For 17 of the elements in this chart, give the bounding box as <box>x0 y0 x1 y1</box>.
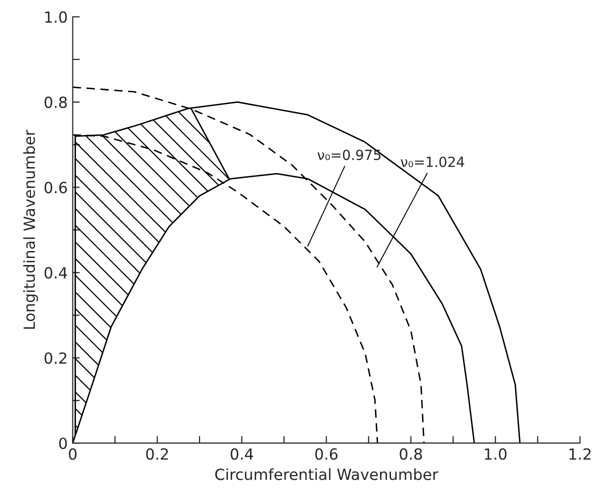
x-tick-label: 1.2 <box>569 448 591 460</box>
y-tick-label: 0.8 <box>44 96 67 108</box>
x-tick-label: 0 <box>68 448 77 460</box>
y-tick-label: 0.2 <box>44 352 66 364</box>
x-tick-label: 0.2 <box>146 448 168 460</box>
annotation: ν₀=1.024 <box>400 156 464 168</box>
y-tick-label: 1.0 <box>45 11 67 23</box>
x-tick-label: 0.8 <box>400 448 422 460</box>
x-tick-label: 1.0 <box>484 448 507 460</box>
x-tick-label: 0.6 <box>315 448 338 460</box>
y-tick-label: 0 <box>59 438 67 450</box>
y-tick-label: 0.4 <box>44 267 67 279</box>
y-axis-title: Longitudinal Wavenumber <box>23 130 38 329</box>
x-tick-label: 0.4 <box>230 448 254 460</box>
y-tick-label: 0.6 <box>44 182 67 194</box>
annotation: ν₀=0.975 <box>318 150 381 160</box>
x-axis-title: Circumferential Wavenumber <box>215 468 438 480</box>
